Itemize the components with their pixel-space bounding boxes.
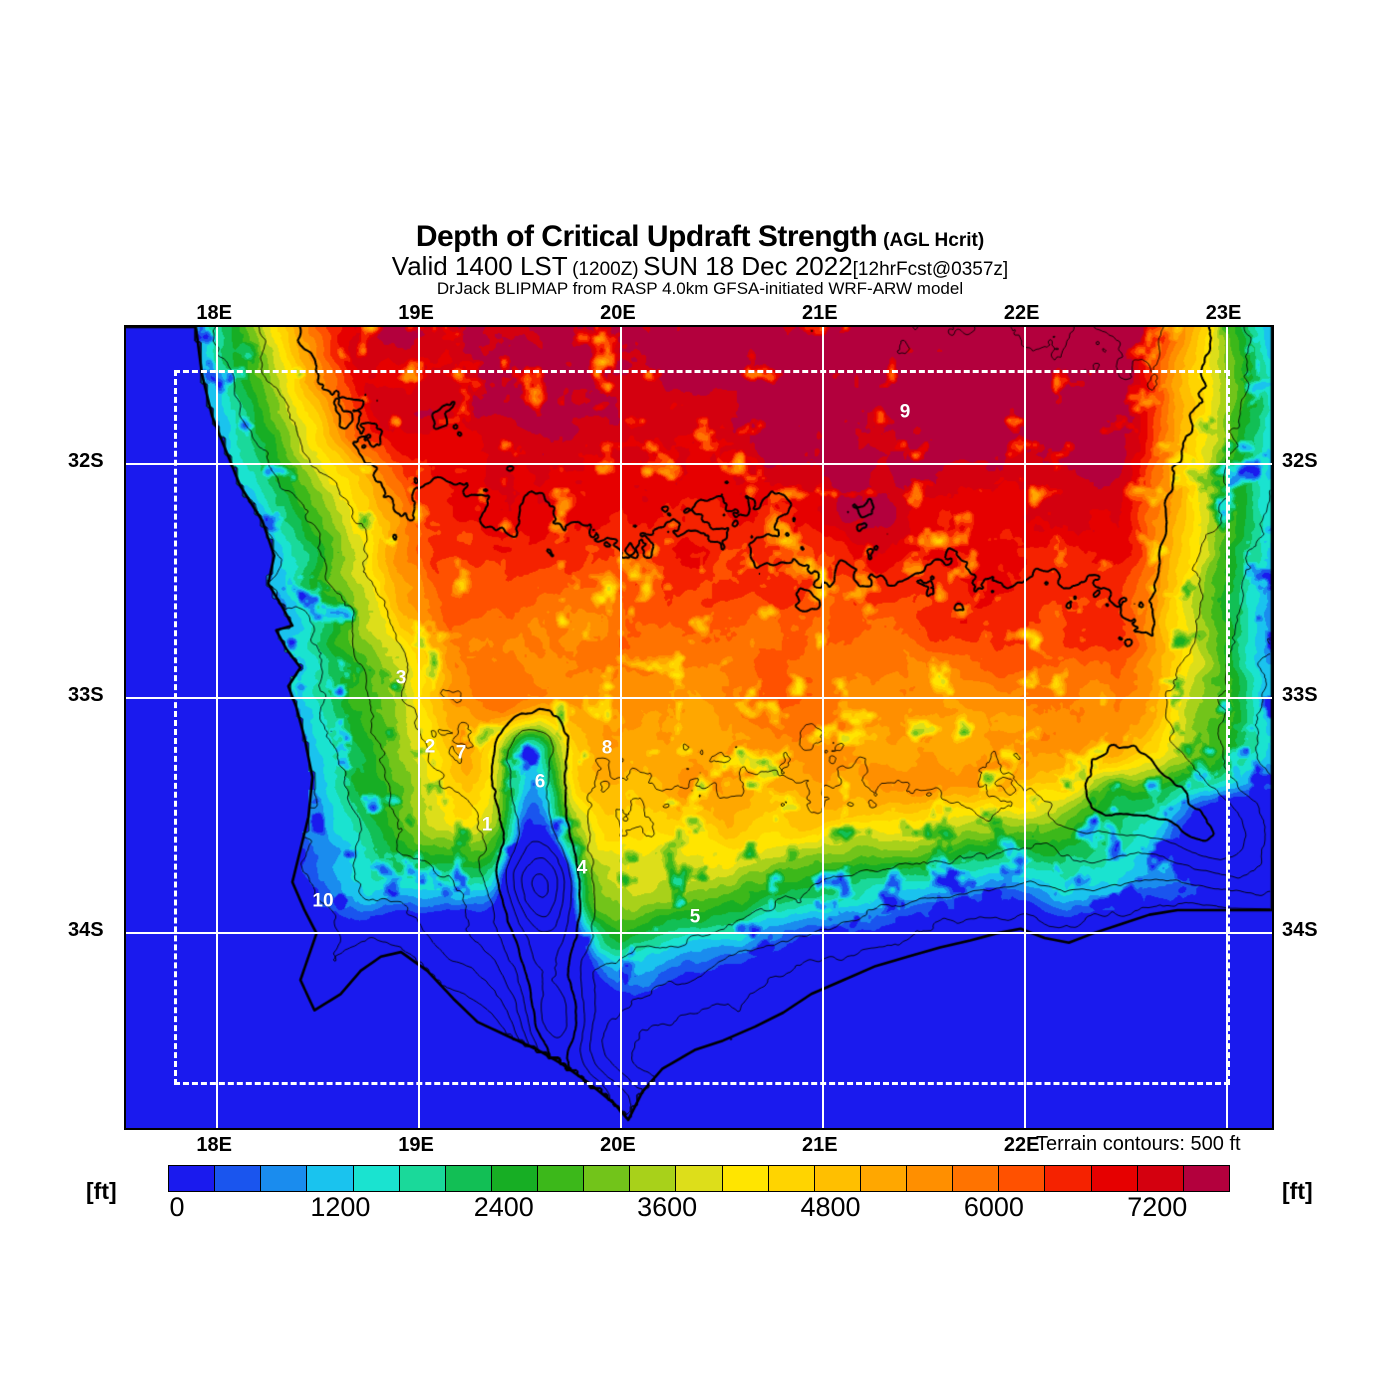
lon-label-top-18E: 18E [196, 302, 233, 324]
waypoint-marker-9[interactable]: 9 [899, 401, 911, 423]
lon-label-top-20E: 20E [600, 302, 636, 324]
colorbar-tick-6000: 6000 [963, 1192, 1024, 1222]
valid-date: SUN 18 Dec 2022 [643, 251, 853, 281]
page-title: Depth of Critical Updraft Strength [415, 220, 878, 253]
forecast-map[interactable]: 9 3 2 8 7 6 1 4 10 5 [124, 325, 1274, 1130]
valid-time: Valid 1400 LST [391, 251, 568, 281]
colorbar-band-10 [630, 1166, 677, 1191]
colorbar[interactable] [168, 1165, 1230, 1192]
colorbar-band-18 [999, 1166, 1046, 1191]
waypoint-marker-5[interactable]: 5 [689, 906, 701, 928]
colorbar-band-2 [261, 1166, 308, 1191]
colorbar-band-21 [1137, 1166, 1184, 1191]
colorbar-band-11 [676, 1166, 723, 1191]
waypoint-marker-4[interactable]: 4 [576, 857, 588, 879]
waypoint-marker-3[interactable]: 3 [395, 667, 407, 689]
lon-label-top-21E: 21E [802, 302, 838, 324]
colorbar-tick-1200: 1200 [310, 1192, 371, 1222]
colorbar-band-8 [538, 1166, 585, 1191]
colorbar-band-12 [722, 1166, 769, 1191]
lat-label-right-33S: 33S [1282, 684, 1318, 707]
forecast-hour: [12hrFcst@0357z] [852, 259, 1009, 280]
colorbar-band-6 [445, 1166, 492, 1191]
colorbar-band-7 [491, 1166, 538, 1191]
title-qualifier: (AGL Hcrit) [883, 230, 985, 251]
colorbar-tick-0: 0 [169, 1192, 185, 1222]
colorbar-band-20 [1091, 1166, 1138, 1191]
colorbar-units-right: [ft] [1282, 1178, 1313, 1204]
colorbar-tick-7200: 7200 [1127, 1192, 1188, 1222]
lon-label-bottom-22E: 22E [1003, 1134, 1040, 1156]
lon-label-bottom-18E: 18E [196, 1134, 233, 1156]
waypoint-marker-8[interactable]: 8 [601, 737, 613, 759]
colorbar-tick-3600: 3600 [637, 1192, 698, 1222]
colorbar-band-16 [907, 1166, 954, 1191]
colorbar-band-15 [860, 1166, 907, 1191]
colorbar-band-19 [1045, 1166, 1092, 1191]
colorbar-band-9 [584, 1166, 631, 1191]
title-line-2: Valid 1400 LST (1200Z) SUN 18 Dec 2022[1… [0, 253, 1400, 279]
colorbar-band-0 [169, 1166, 216, 1191]
model-credit: DrJack BLIPMAP from RASP 4.0km GFSA-init… [436, 279, 964, 298]
colorbar-band-17 [953, 1166, 1000, 1191]
colorbar-band-14 [814, 1166, 861, 1191]
lon-label-bottom-19E: 19E [398, 1134, 434, 1156]
colorbar-tick-2400: 2400 [473, 1192, 534, 1222]
colorbar-band-22 [1183, 1166, 1229, 1191]
lat-label-left-32S: 32S [68, 450, 104, 473]
lat-label-left-33S: 33S [68, 684, 104, 707]
colorbar-band-13 [768, 1166, 815, 1191]
waypoint-marker-7[interactable]: 7 [455, 742, 467, 764]
colorbar-band-1 [215, 1166, 262, 1191]
lon-label-top-19E: 19E [398, 302, 434, 324]
waypoint-marker-6[interactable]: 6 [534, 771, 546, 793]
lat-label-right-34S: 34S [1282, 918, 1318, 941]
lon-label-bottom-20E: 20E [600, 1134, 636, 1156]
lon-label-top-23E: 23E [1205, 302, 1242, 324]
colorbar-band-3 [307, 1166, 354, 1191]
colorbar-tick-4800: 4800 [800, 1192, 861, 1222]
valid-time-utc: (1200Z) [572, 259, 639, 280]
lon-label-top-22E: 22E [1003, 302, 1040, 324]
title-line-1: Depth of Critical Updraft Strength (AGL H… [0, 222, 1400, 252]
lon-label-bottom-21E: 21E [802, 1134, 838, 1156]
colorbar-band-4 [353, 1166, 400, 1191]
colorbar-band-5 [399, 1166, 446, 1191]
lat-label-left-34S: 34S [68, 918, 104, 941]
terrain-contour-note: Terrain contours: 500 ft [1036, 1133, 1241, 1155]
map-field-canvas [126, 327, 1272, 1128]
waypoint-marker-1[interactable]: 1 [481, 814, 493, 836]
colorbar-units-left: [ft] [86, 1178, 117, 1204]
title-block: Depth of Critical Updraft Strength (AGL H… [0, 222, 1400, 298]
waypoint-marker-2[interactable]: 2 [424, 736, 436, 758]
waypoint-marker-10[interactable]: 10 [312, 890, 334, 912]
lat-label-right-32S: 32S [1282, 450, 1318, 473]
